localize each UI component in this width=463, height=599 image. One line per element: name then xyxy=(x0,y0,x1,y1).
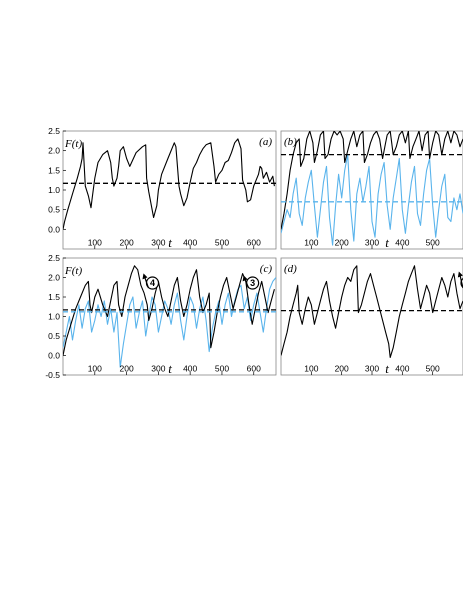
y-tick-label: 0.5 xyxy=(48,205,60,215)
x-tick-label: 100 xyxy=(304,364,318,374)
x-axis-label: t xyxy=(168,361,172,376)
panel-frame xyxy=(62,130,277,250)
y-tick-label: 1.0 xyxy=(48,185,60,195)
x-axis-label: t xyxy=(168,235,172,250)
annotation-number: 3 xyxy=(250,278,255,288)
y-tick-label: 1.5 xyxy=(48,165,60,175)
panel-label: (a) xyxy=(259,136,272,148)
x-tick-label: 300 xyxy=(151,238,165,248)
panel-frame xyxy=(280,257,463,376)
x-tick-label: 300 xyxy=(365,364,379,374)
plot-area xyxy=(281,265,463,358)
y-tick-label: 1.0 xyxy=(48,312,60,322)
x-tick-label: 100 xyxy=(88,364,102,374)
x-tick-label: 100 xyxy=(304,238,318,248)
y-tick-label: 0.5 xyxy=(48,331,60,341)
y-tick-label: 0.0 xyxy=(48,224,60,234)
annotation-arrow-head xyxy=(457,271,463,278)
series-line-blue xyxy=(63,277,276,368)
x-axis-label: t xyxy=(385,361,389,376)
series-line-black xyxy=(63,265,275,356)
x-tick-label: 400 xyxy=(183,364,197,374)
panel-d: 100 200 300 400 500 t (d) 5 xyxy=(280,257,463,376)
y-tick-label: 2.5 xyxy=(48,126,60,136)
plot-area xyxy=(63,265,276,368)
y-tick-label: -0.5 xyxy=(45,370,60,380)
x-tick-label: 500 xyxy=(215,364,229,374)
annotation-4: 4 xyxy=(142,273,160,290)
x-tick-label: 200 xyxy=(119,364,133,374)
x-tick-label: 100 xyxy=(88,238,102,248)
x-tick-label: 400 xyxy=(183,238,197,248)
panel-label: (d) xyxy=(284,263,297,275)
x-tick-label: 400 xyxy=(395,238,409,248)
x-tick-label: 200 xyxy=(119,238,133,248)
annotation-number: 4 xyxy=(150,278,155,288)
series-line-blue xyxy=(281,154,463,246)
x-tick-label: 600 xyxy=(247,364,261,374)
x-tick-label: 300 xyxy=(365,238,379,248)
plot-area xyxy=(63,138,276,230)
series-line-black xyxy=(281,265,463,358)
x-tick-label: 200 xyxy=(335,238,349,248)
annotation-5: 5 xyxy=(457,271,463,289)
plot-area xyxy=(281,131,463,246)
y-tick-label: 0.0 xyxy=(48,351,60,361)
series-line-black xyxy=(63,138,275,230)
x-tick-label: 300 xyxy=(151,364,165,374)
panel-frame xyxy=(280,130,463,250)
panel-c: 100 200 300 400 500 600 -0.5 0.0 0.5 1.0 1.5 2.0 2.5… xyxy=(45,253,277,380)
x-axis-label: t xyxy=(385,235,389,250)
y-tick-label: 2.0 xyxy=(48,273,60,283)
y-axis-label: F(t) xyxy=(64,138,82,150)
y-tick-label: 2.0 xyxy=(48,146,60,156)
annotation-arrow-shaft xyxy=(459,274,463,289)
panel-b: 100 200 300 400 500 t (b) xyxy=(280,130,463,250)
annotation-3: 3 xyxy=(242,275,260,290)
y-tick-label: 2.5 xyxy=(48,253,60,263)
x-tick-label: 500 xyxy=(215,238,229,248)
annotation-arrow-head xyxy=(242,275,248,282)
x-tick-label: 400 xyxy=(395,364,409,374)
y-tick-label: 1.5 xyxy=(48,292,60,302)
x-tick-label: 500 xyxy=(426,238,440,248)
panel-label: (c) xyxy=(260,263,273,275)
y-axis-label: F(t) xyxy=(64,265,82,277)
panel-a: 100 200 300 400 500 600 0.0 0.5 1.0 1.5 2.0 2.5 t F(t… xyxy=(48,126,277,250)
annotation-arrow-head xyxy=(142,273,148,280)
x-tick-label: 600 xyxy=(247,238,261,248)
x-tick-label: 200 xyxy=(335,364,349,374)
series-line-black xyxy=(281,131,463,230)
panel-label: (b) xyxy=(284,136,297,148)
x-tick-label: 500 xyxy=(426,364,440,374)
